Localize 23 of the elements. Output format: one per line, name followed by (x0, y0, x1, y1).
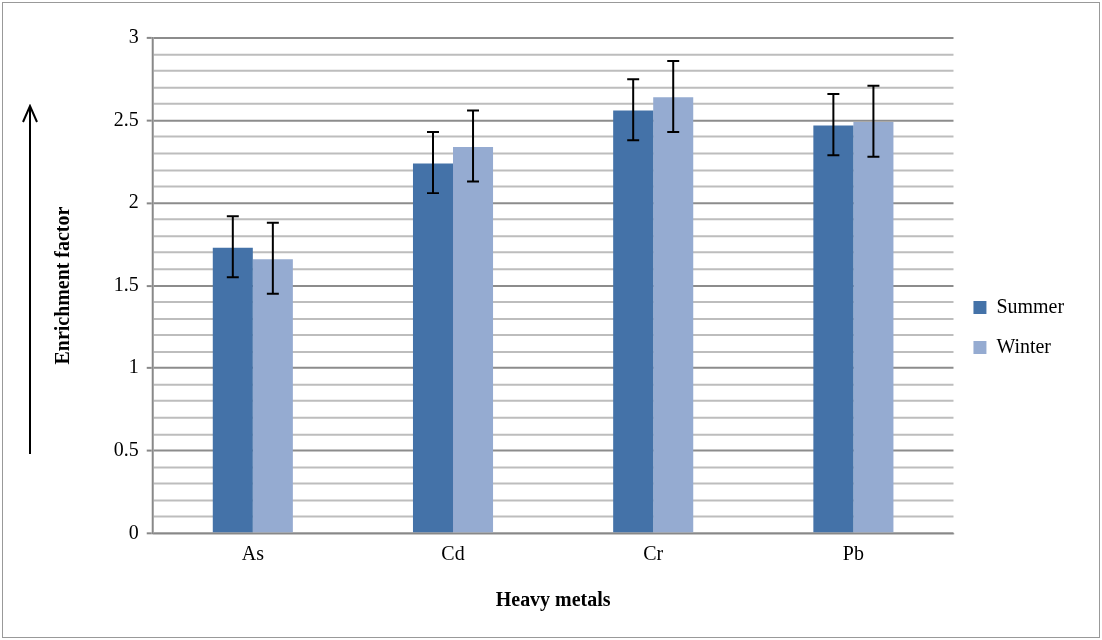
legend-label: Winter (996, 334, 1052, 357)
y-tick-label: 3 (128, 25, 139, 48)
bar (853, 122, 894, 533)
y-tick-label: 2.5 (113, 107, 139, 130)
x-tick-label: Cr (643, 542, 664, 565)
bar (252, 259, 293, 533)
bar (813, 125, 854, 533)
y-tick-label: 0 (128, 520, 139, 543)
y-tick-label: 1.5 (113, 272, 139, 295)
x-tick-label: Cd (441, 542, 465, 565)
legend-label: Summer (996, 294, 1065, 317)
x-axis-title: Heavy metals (495, 588, 611, 612)
bar (412, 163, 454, 533)
x-tick-label: Pb (842, 542, 864, 565)
bar (212, 247, 253, 533)
bar (653, 97, 694, 533)
y-tick-label: 2 (128, 190, 139, 213)
x-tick-label: As (241, 542, 265, 565)
bar (453, 146, 494, 533)
bar (613, 110, 654, 533)
y-tick-label: 1 (128, 355, 139, 378)
y-axis-title: Enrichment factor (51, 206, 74, 365)
y-tick-label: 0.5 (113, 438, 139, 460)
